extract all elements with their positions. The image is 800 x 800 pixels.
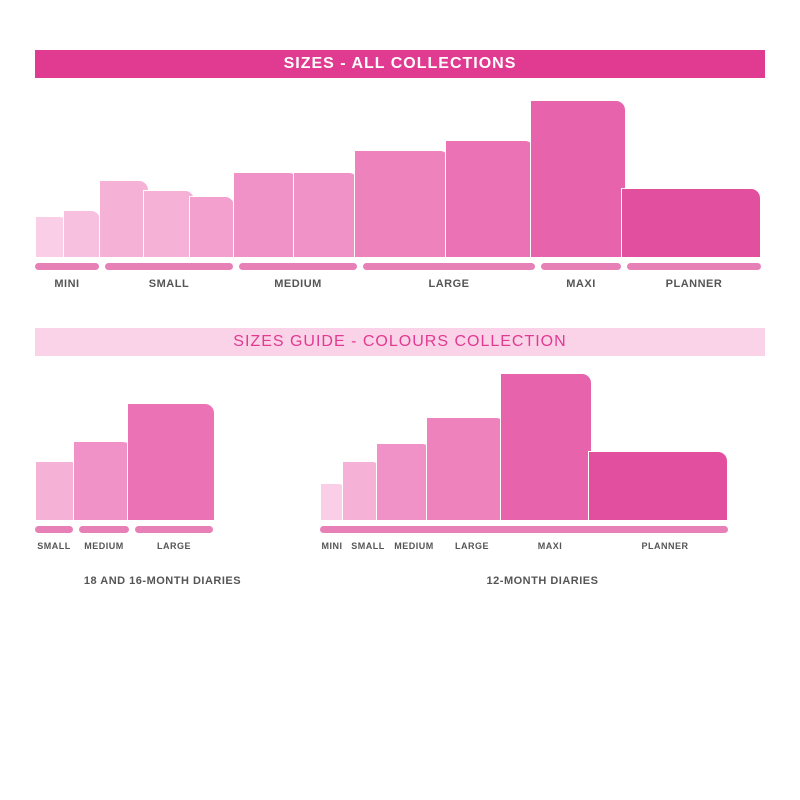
under-bar [35,263,99,270]
under-bar [35,526,73,533]
size-label: LARGE [157,541,191,551]
section-all-collections: SIZES - ALL COLLECTIONS MINI SMALL MEDIUM L… [35,50,765,298]
title-all-collections: SIZES - ALL COLLECTIONS [35,50,765,78]
group-12-month: MINI SMALL MEDIUM LARGE MAXI PLANNER 12-MONTH… [320,356,765,587]
book-shape [73,441,133,521]
book-shape [127,403,215,521]
chart-12-month [320,366,765,521]
book-shape [293,172,359,258]
under-bar [79,526,129,533]
subtitle-18-16: 18 AND 16-MONTH DIARIES [35,575,290,587]
size-label: MEDIUM [84,541,124,551]
labels-12-month: MINI SMALL MEDIUM LARGE MAXI PLANNER [320,541,765,561]
under-bar [363,263,535,270]
title-colours-collection: SIZES GUIDE - COLOURS COLLECTION [35,328,765,356]
chart-18-16-month [35,366,290,521]
under-bar [135,526,213,533]
size-label: PLANNER [641,541,688,551]
book-shape [621,188,761,258]
under-bar [541,263,621,270]
size-label: MEDIUM [274,278,322,290]
book-shape [354,150,450,258]
book-shape [376,443,432,521]
size-label: MEDIUM [394,541,434,551]
size-label: SMALL [37,541,71,551]
chart-all-collections [35,88,765,258]
section-colours-collection: SIZES GUIDE - COLOURS COLLECTION SMALL ME… [35,328,765,587]
book-shape [189,196,235,258]
bottom-row: SMALL MEDIUM LARGE 18 AND 16-MONTH DIARIES… [35,356,765,587]
size-label: PLANNER [666,278,723,290]
under-bar [105,263,233,270]
size-label: SMALL [149,278,189,290]
size-label: MINI [54,278,79,290]
group-18-16-month: SMALL MEDIUM LARGE 18 AND 16-MONTH DIARIES [35,356,290,587]
book-shape [63,210,101,258]
size-label: MAXI [538,541,563,551]
labels-all-collections: MINI SMALL MEDIUM LARGE MAXI PLANNER [35,278,765,298]
book-shape [233,172,299,258]
size-label: LARGE [455,541,489,551]
book-shape [426,417,506,521]
book-shape [588,451,728,521]
book-shape [500,373,592,521]
book-shape [445,140,535,258]
under-bar [239,263,357,270]
under-bar [320,526,728,533]
book-shape [99,180,149,258]
book-shape [530,100,626,258]
size-label: SMALL [351,541,385,551]
size-label: LARGE [429,278,470,290]
book-shape [143,190,195,258]
size-label: MAXI [566,278,596,290]
labels-18-16-month: SMALL MEDIUM LARGE [35,541,290,561]
under-bar [627,263,761,270]
size-label: MINI [322,541,343,551]
subtitle-12: 12-MONTH DIARIES [320,575,765,587]
